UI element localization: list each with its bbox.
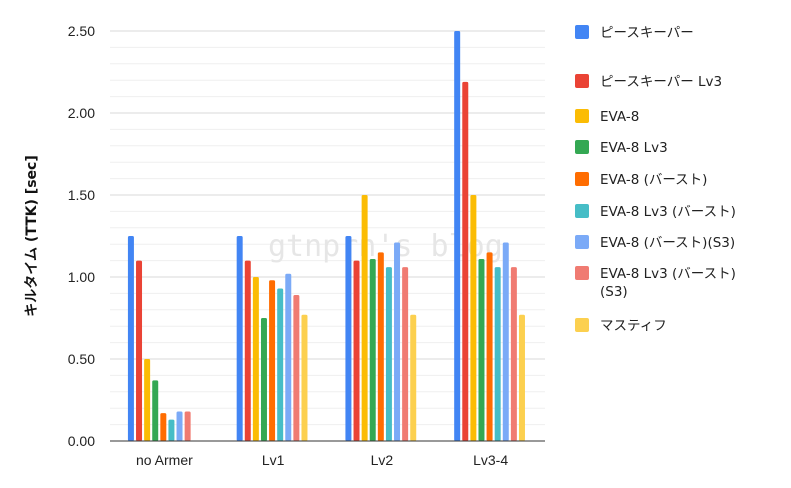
legend-swatch <box>575 204 589 218</box>
legend-swatch <box>575 74 589 88</box>
x-tick-label: no Armer <box>136 452 193 468</box>
legend-label: EVA-8 Lv3 (バースト) <box>600 204 736 220</box>
bar <box>244 260 251 441</box>
legend-label: ピースキーパー Lv3 <box>600 74 722 90</box>
bar <box>394 242 401 441</box>
bars <box>127 31 525 441</box>
legend-swatch <box>575 235 589 249</box>
x-tick-label: Lv3-4 <box>473 452 508 468</box>
bar <box>361 195 368 441</box>
bar <box>510 267 517 441</box>
legend-label: ピースキーパー <box>600 25 694 41</box>
bar <box>462 81 469 441</box>
legend-swatch <box>575 266 589 280</box>
bar <box>277 288 284 441</box>
y-tick-label: 0.00 <box>68 433 95 449</box>
bar <box>402 267 409 441</box>
bar <box>385 267 392 441</box>
bar <box>168 419 175 441</box>
bar <box>494 267 501 441</box>
y-tick-label: 2.00 <box>68 105 95 121</box>
bar <box>454 31 461 441</box>
bar <box>127 236 134 441</box>
y-axis-label: キルタイム (TTK) [sec] <box>24 155 40 316</box>
bar <box>345 236 352 441</box>
x-tick-labels: no Armer Lv1 Lv2 Lv3-4 <box>136 452 508 468</box>
bar <box>486 252 493 441</box>
bar <box>252 277 259 441</box>
legend-label: EVA-8 Lv3 <box>600 140 668 156</box>
bar <box>293 295 300 441</box>
bar <box>260 318 267 441</box>
bar <box>136 260 143 441</box>
bar <box>470 195 477 441</box>
y-tick-labels: 0.00 0.50 1.00 1.50 2.00 2.50 <box>68 23 95 449</box>
y-tick-label: 1.50 <box>68 187 95 203</box>
bar <box>369 258 376 441</box>
x-tick-label: Lv1 <box>262 452 285 468</box>
legend-swatch <box>575 318 589 332</box>
bar <box>410 314 417 441</box>
legend-label: マスティフ <box>600 318 667 334</box>
y-tick-label: 2.50 <box>68 23 95 39</box>
bar <box>518 314 525 441</box>
y-tick-label: 0.50 <box>68 351 95 367</box>
bar <box>152 380 159 441</box>
legend-label: EVA-8 <box>600 109 639 125</box>
legend-swatch <box>575 25 589 39</box>
bar <box>236 236 243 441</box>
bar <box>478 258 485 441</box>
legend-swatch <box>575 140 589 154</box>
legend-label: EVA-8 (バースト)(S3) <box>600 235 735 251</box>
bar <box>160 413 167 441</box>
bar <box>144 359 151 441</box>
legend-label: EVA-8 Lv3 (バースト) (S3) <box>600 266 736 300</box>
legend-label: EVA-8 (バースト) <box>600 172 707 188</box>
bar <box>285 273 292 441</box>
bar <box>377 252 384 441</box>
legend-swatch <box>575 109 589 123</box>
bar <box>301 314 308 441</box>
bar <box>353 260 360 441</box>
legend-swatch <box>575 172 589 186</box>
bar <box>269 280 276 441</box>
x-tick-label: Lv2 <box>371 452 394 468</box>
bar <box>176 411 183 441</box>
bar <box>184 411 191 441</box>
bar <box>502 242 509 441</box>
y-tick-label: 1.00 <box>68 269 95 285</box>
